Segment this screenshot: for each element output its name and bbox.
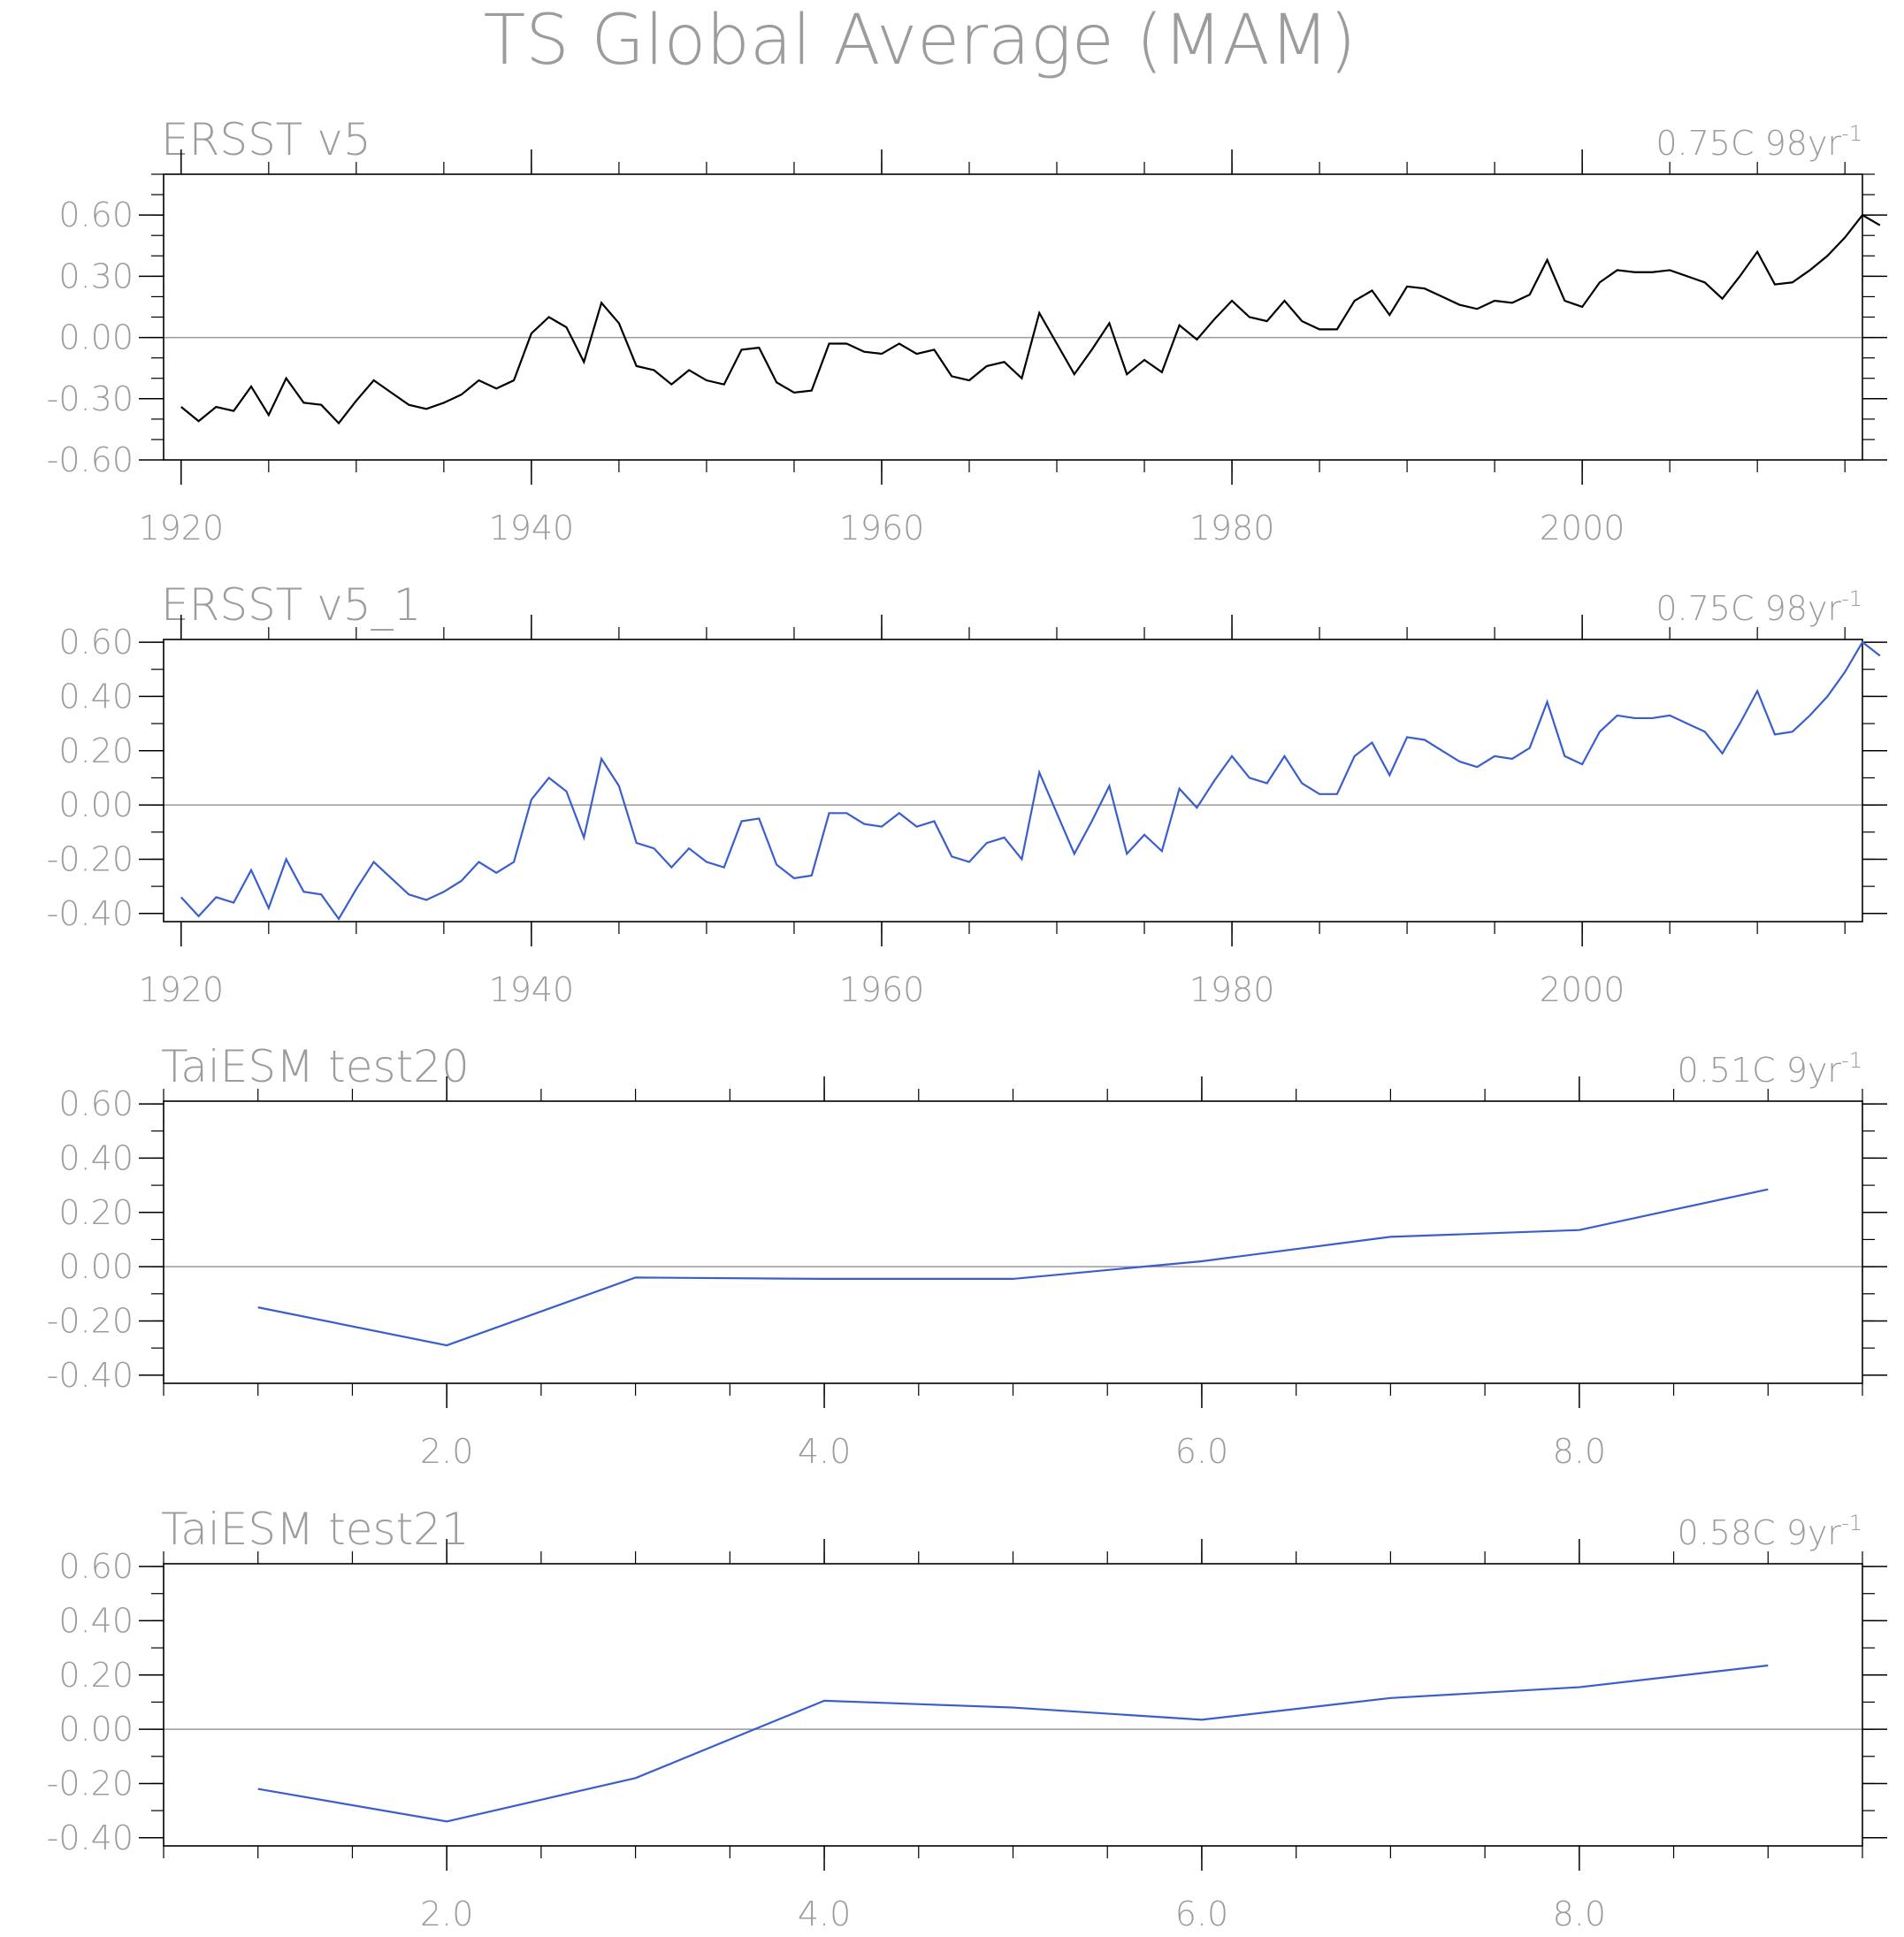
y-tick-label: 0.60 [58,1084,134,1123]
y-tick-label: -0.40 [47,894,134,933]
x-tick-label: 1960 [839,970,925,1009]
x-tick-label: 2000 [1540,509,1625,547]
x-tick-label: 1940 [489,970,575,1009]
x-tick-label: 2.0 [420,1895,473,1933]
panel-title: TaiESM test21 [161,1504,470,1555]
trend-label: 0.51C 9yr-1 [1678,1048,1862,1090]
y-tick-label: -0.60 [47,440,134,479]
y-tick-label: 0.40 [58,1601,134,1640]
panels: ERSST v5 0.75C 98yr-1-0.60-0.300.000.300.… [47,114,1887,1933]
trend-superscript: -1 [1841,1048,1862,1073]
x-tick-label: 2.0 [420,1432,473,1471]
y-tick-label: 0.00 [58,318,134,357]
plot-frame [163,639,1863,923]
trend-value: 0.75C 98yr [1655,124,1841,163]
panel-4: TaiESM test21 0.58C 9yr-1 -0.40 -0.20 0.00 0.… [47,1504,1887,1933]
y-tick-label: 0.20 [58,1193,134,1232]
x-tick-label: 1980 [1189,970,1275,1009]
x-tick-label: 6.0 [1175,1895,1228,1933]
panel-title: TaiESM test20 [161,1041,470,1092]
y-tick-label: 0.40 [58,677,134,716]
y-tick-label: -0.20 [47,1764,134,1803]
y-tick-label: 0.20 [58,1656,134,1695]
x-tick-label: 1920 [138,970,224,1009]
y-tick-label: 0.40 [58,1138,134,1177]
series-line [257,1664,1769,1823]
x-tick-label: 4.0 [798,1432,851,1471]
series-line [257,1188,1769,1347]
y-tick-label: 0.30 [58,256,134,295]
x-tick-label: 6.0 [1175,1432,1228,1471]
panel-1: ERSST v5 0.75C 98yr-1 -0.60 -0.30 0.00 0.30 0.… [47,114,1887,547]
panel-3: TaiESM test20 0.51C 9yr-1 -0.40 -0.20 0.00 0.… [47,1041,1887,1471]
x-tick-label: 8.0 [1553,1432,1606,1471]
figure-title: TS Global Average (MAM) [484,1,1357,80]
y-tick-label: 0.00 [58,1247,134,1286]
x-tick-label: 4.0 [798,1895,851,1933]
y-tick-label: 0.20 [58,731,134,770]
y-tick-label: 0.60 [58,1547,134,1586]
x-tick-label: 1980 [1189,509,1275,547]
y-tick-label: -0.20 [47,1301,134,1340]
y-tick-label: 0.60 [58,195,134,234]
series-line [180,640,1881,921]
y-tick-label: 0.00 [58,1710,134,1749]
y-tick-label: -0.30 [47,379,134,418]
plot-frame [163,173,1863,461]
x-tick-label: 1940 [489,509,575,547]
trend-superscript: -1 [1841,1511,1862,1535]
trend-label: 0.75C 98yr-1 [1655,121,1862,163]
y-tick-label: 0.60 [58,623,134,662]
trend-value: 0.58C 9yr [1678,1513,1842,1552]
trend-label: 0.58C 9yr-1 [1678,1511,1862,1552]
y-tick-label: -0.40 [47,1818,134,1857]
trend-value: 0.75C 98yr [1655,589,1841,628]
x-tick-label: 2000 [1540,970,1625,1009]
x-tick-label: 1960 [839,509,925,547]
series-line [180,213,1881,425]
plot-frame [163,1100,1863,1384]
panel-2: ERSST v5_1 0.75C 98yr-1 -0.40 -0.20 0.00 0.20… [47,579,1887,1009]
trend-value: 0.51C 9yr [1678,1051,1842,1090]
y-tick-label: -0.20 [47,839,134,878]
x-tick-label: 8.0 [1553,1895,1606,1933]
y-tick-label: -0.40 [47,1356,134,1395]
trend-superscript: -1 [1841,586,1862,611]
y-tick-label: 0.00 [58,785,134,824]
trend-superscript: -1 [1841,121,1862,146]
plot-frame [163,1563,1863,1847]
panel-title: ERSST v5_1 [161,579,421,631]
trend-label: 0.75C 98yr-1 [1655,586,1862,628]
panel-title: ERSST v5 [161,114,371,165]
x-tick-label: 1920 [138,509,224,547]
